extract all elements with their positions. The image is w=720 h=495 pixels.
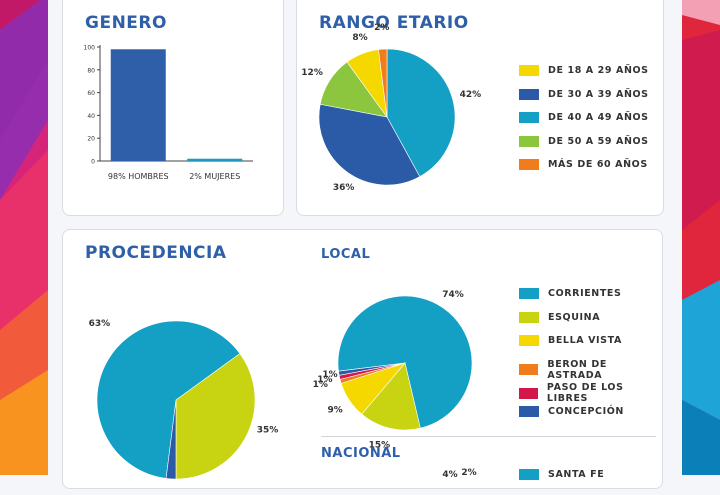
data-label: 12% (301, 68, 323, 78)
pie-slice (337, 295, 473, 429)
y-tick-label: 0 (91, 159, 95, 166)
legend-item: DE 18 A 29 AÑOS (519, 65, 649, 76)
y-tick-label: 60 (87, 90, 95, 97)
legend-swatch (519, 387, 538, 399)
data-label: 1% (313, 380, 328, 390)
legend-item: CONCEPCIÓN (519, 405, 624, 417)
data-label: 42% (460, 90, 482, 100)
x-tick-label: 98% HOMBRES (108, 172, 169, 181)
rango-etario-title: RANGO ETARIO (319, 13, 469, 33)
genero-bar-chart: 0 20 40 60 80 100 98% HOMBRES 2% MUJERES (84, 45, 253, 181)
procedencia-pie-chart: 63%35%2% (89, 319, 279, 480)
data-label: 36% (333, 183, 355, 193)
legend-label: BELLA VISTA (548, 335, 622, 346)
decorative-background-left (0, 0, 48, 475)
procedencia-panel: PROCEDENCIA 63% 35% 2% LOCAL 74% 15% 9% 1%1%1… (62, 229, 663, 489)
legend-label: DE 18 A 29 AÑOS (548, 65, 649, 76)
legend-label: MÁS DE 60 AÑOS (548, 159, 648, 170)
legend-swatch (519, 288, 539, 299)
genero-title: GENERO (85, 13, 167, 33)
legend-swatch (519, 135, 539, 147)
nacional-pie-chart: 4% 2% (442, 468, 476, 480)
legend-item: DE 40 A 49 AÑOS (519, 112, 649, 123)
y-tick-label: 40 (87, 113, 95, 120)
legend-label: CONCEPCIÓN (548, 405, 624, 417)
data-label: 8% (352, 33, 367, 43)
legend-item: DE 30 A 39 AÑOS (519, 88, 649, 100)
bar (110, 49, 166, 161)
data-label: 1% (317, 375, 332, 385)
y-tick-label: 20 (87, 136, 95, 143)
legend-label: ESQUINA (548, 311, 601, 323)
y-tick-label: 100 (84, 45, 96, 52)
legend-label: BERON DE ASTRADA (547, 358, 607, 381)
data-label: 74% (442, 290, 464, 300)
genero-panel: GENERO 0 20 40 60 80 100 98% HOMBRES 2% MUJERES (62, 0, 284, 216)
local-pie-chart: 74% 15% 9% 1%1%1% (313, 290, 473, 451)
pie-slice (318, 103, 421, 186)
legend-label: CORRIENTES (548, 288, 622, 299)
nacional-title: NACIONAL (321, 446, 401, 461)
legend-item: BERON DE ASTRADA (519, 359, 662, 381)
legend-item: DE 50 A 59 AÑOS (519, 135, 649, 147)
legend-swatch (519, 405, 539, 417)
data-label: 9% (328, 406, 343, 416)
legend-label: DE 50 A 59 AÑOS (548, 135, 649, 147)
legend-swatch (519, 112, 539, 123)
y-tick-label: 80 (87, 67, 95, 74)
legend-label: DE 30 A 39 AÑOS (548, 88, 649, 100)
pie-slice (361, 362, 421, 431)
decorative-background-right (682, 0, 720, 475)
data-label: 2% (461, 468, 476, 478)
rango-etario-panel: RANGO ETARIO 42% 36% 12% 8% 2% DE 18 A 29 AÑ… (296, 0, 664, 216)
legend-item: MÁS DE 60 AÑOS (519, 159, 648, 170)
pie-slice (378, 48, 388, 118)
legend-item: PASO DE LOS LIBRES (519, 382, 662, 404)
legend-swatch (519, 364, 539, 375)
pie-slice (386, 48, 456, 177)
legend-swatch (519, 65, 539, 76)
rango-etario-pie-chart: 42% 36% 12% 8% 2% (301, 23, 482, 193)
data-label: 15% (369, 441, 391, 451)
legend-label: PASO DE LOS LIBRES (546, 382, 624, 404)
legend-swatch (519, 159, 539, 170)
bar (187, 158, 243, 162)
pie-slice (338, 362, 406, 376)
pie-slice (96, 320, 241, 479)
data-label: 63% (89, 319, 111, 329)
data-label: 4% (442, 470, 457, 480)
legend-swatch (519, 88, 539, 100)
procedencia-title: PROCEDENCIA (85, 243, 227, 263)
legend-swatch (519, 311, 539, 323)
legend-item: CORRIENTES (519, 288, 621, 299)
section-divider (321, 436, 656, 437)
data-label: 1% (322, 370, 337, 380)
data-label: 35% (257, 426, 279, 436)
legend-label: DE 40 A 49 AÑOS (548, 112, 649, 123)
data-label: 2% (374, 23, 389, 33)
x-tick-label: 2% MUJERES (189, 172, 240, 181)
legend-swatch (519, 335, 539, 346)
local-title: LOCAL (321, 247, 371, 262)
legend-item: ESQUINA (519, 311, 601, 323)
legend-item: BELLA VISTA (519, 335, 622, 346)
